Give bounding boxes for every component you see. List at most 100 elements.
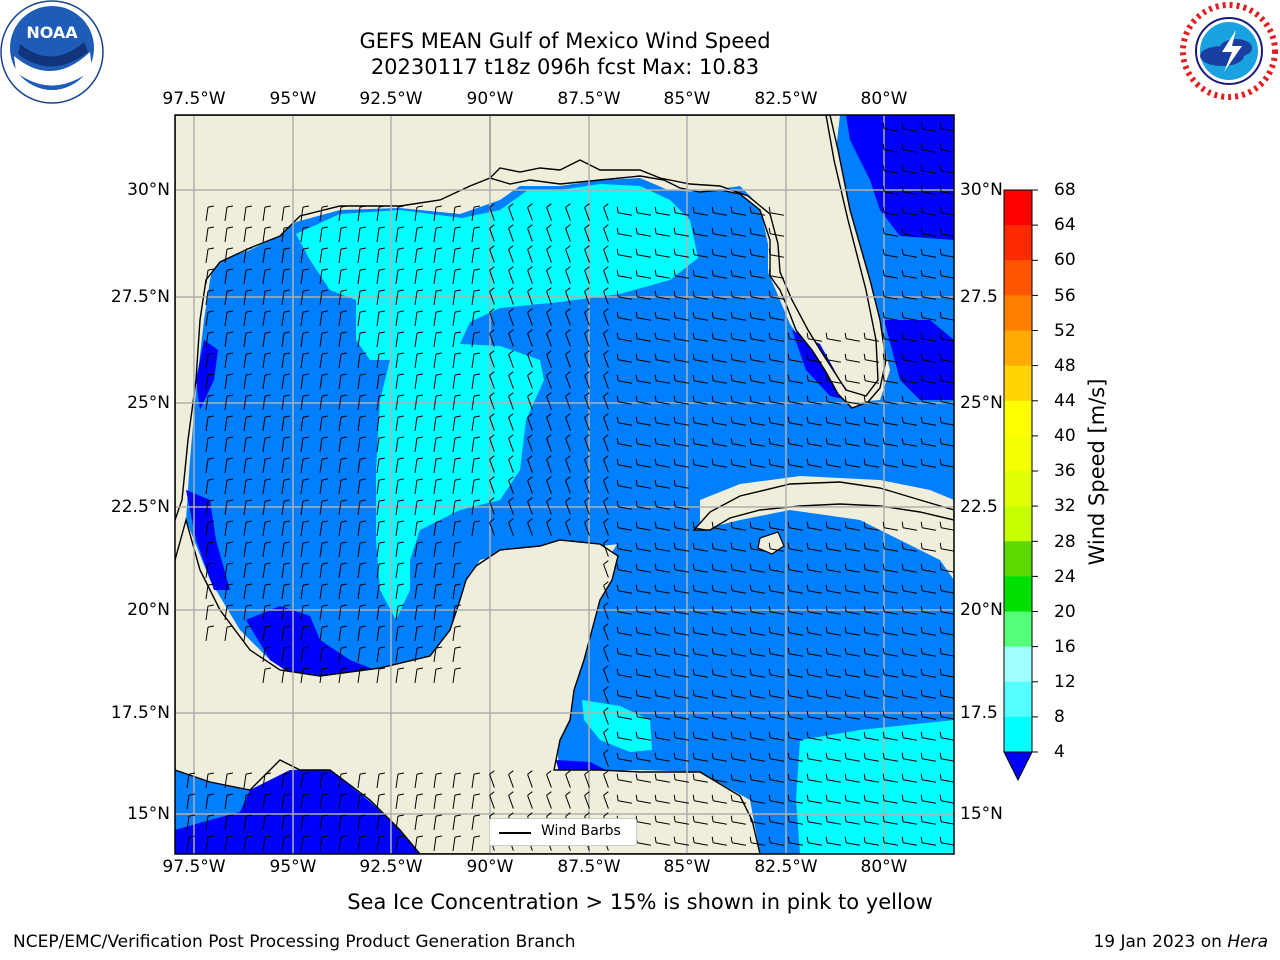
wind-barb-flag [397,310,404,313]
wind-barb-flag [939,605,942,612]
wind-barb-shaft [922,401,936,405]
wind-barb-shaft [713,380,727,384]
wind-barb-flag [321,205,328,208]
wind-barb-shaft [903,212,917,216]
wind-barb-flag [226,310,233,313]
wind-barb-flag [673,311,676,318]
wind-barb-flag [730,626,733,633]
wind-barb-flag [787,584,790,591]
wind-barb-shaft [903,443,917,447]
wind-barb-flag [378,604,385,607]
wind-barb-flag [692,689,695,696]
wind-barb-flag [863,542,866,549]
wind-barb-shaft [452,627,456,641]
wind-barb-shaft [452,606,456,620]
wind-barb-shaft [618,611,632,615]
wind-barb-shaft [770,317,784,321]
wind-barb-shaft [395,795,399,809]
wind-barb-flag [787,332,790,339]
wind-barb-shaft [489,459,495,473]
wind-barb-shaft [941,422,954,426]
wind-barb-shaft [618,527,632,531]
wind-barb-shaft [865,800,879,804]
wind-barb-shaft [338,522,342,536]
wind-barb-flag [901,227,904,234]
wind-barb-shaft [827,338,841,342]
wind-barb-shaft [357,606,361,620]
wind-barb-shaft [827,569,841,573]
wind-barb-shaft [224,774,228,788]
wind-barb-shaft [846,737,860,741]
wind-barb-flag [321,835,328,838]
wind-barb-shaft [789,548,803,552]
wind-barb-flag [654,794,657,801]
wind-barb-shaft [922,233,936,237]
wind-barb-flag [825,395,828,402]
wind-barb-shaft [827,359,841,363]
wind-barb-shaft [205,606,209,620]
wind-barb-shaft [751,317,765,321]
wind-barb-flag [711,731,714,738]
wind-barb-shaft [637,695,651,699]
wind-barb-shaft [675,359,689,363]
wind-barb-shaft [565,249,571,263]
wind-barb-shaft [846,401,860,405]
wind-barb-flag [508,266,514,271]
wind-barb-flag [654,227,657,234]
wind-barb-flag [920,269,923,276]
wind-barb-flag [508,434,514,439]
wind-barb-shaft [584,333,590,347]
wind-barb-flag [882,164,885,171]
wind-barb-shaft [489,333,495,347]
wind-barb-flag [654,836,657,843]
wind-barb-shaft [357,774,361,788]
wind-barb-shaft [319,354,323,368]
wind-barb-shaft [865,464,879,468]
wind-barb-flag [489,308,495,313]
wind-barb-flag [546,350,552,355]
wind-barb-flag [473,478,480,481]
wind-barb-flag [901,752,904,759]
wind-barb-flag [416,793,423,796]
wind-barb-shaft [452,396,456,410]
wind-barb-shaft [527,459,533,473]
wind-barb-shaft [281,648,285,662]
wind-barb-shaft [395,648,399,662]
colorbar-segment [1004,435,1032,472]
wind-barb-flag [920,185,923,192]
wind-barb-flag [673,416,676,423]
wind-barb-flag [692,542,695,549]
wind-barb-shaft [300,291,304,305]
wind-barb-flag [635,458,638,465]
wind-barb-flag [806,437,809,444]
wind-barb-flag [635,647,638,654]
wind-barb-flag [454,268,461,271]
wind-barb-shaft [827,527,841,531]
wind-barb-shaft [637,233,651,237]
wind-barb-flag [730,458,733,465]
wind-barb-shaft [205,417,209,431]
wind-barb-flag [283,268,290,271]
wind-barb-flag [603,434,609,439]
wind-barb-shaft [884,443,898,447]
wind-barb-shaft [338,207,342,221]
wind-barb-shaft [865,779,879,783]
wind-barb-shaft [300,312,304,326]
wind-barb-shaft [732,464,746,468]
wind-barb-shaft [732,716,746,720]
wind-barb-flag [616,269,619,276]
wind-barb-flag [692,311,695,318]
wind-barb-shaft [603,522,609,536]
wind-barb-flag [616,416,619,423]
wind-barb-flag [435,394,442,397]
wind-barb-flag [635,752,638,759]
wind-barb-shaft [637,674,651,678]
wind-barb-shaft [656,716,670,720]
wind-barb-shaft [300,522,304,536]
wind-barb-flag [654,458,657,465]
wind-barb-flag [654,647,657,654]
wind-barb-shaft [732,317,746,321]
wind-barb-flag [673,479,676,486]
wind-barb-flag [616,710,619,717]
wind-barb-shaft [452,585,456,599]
